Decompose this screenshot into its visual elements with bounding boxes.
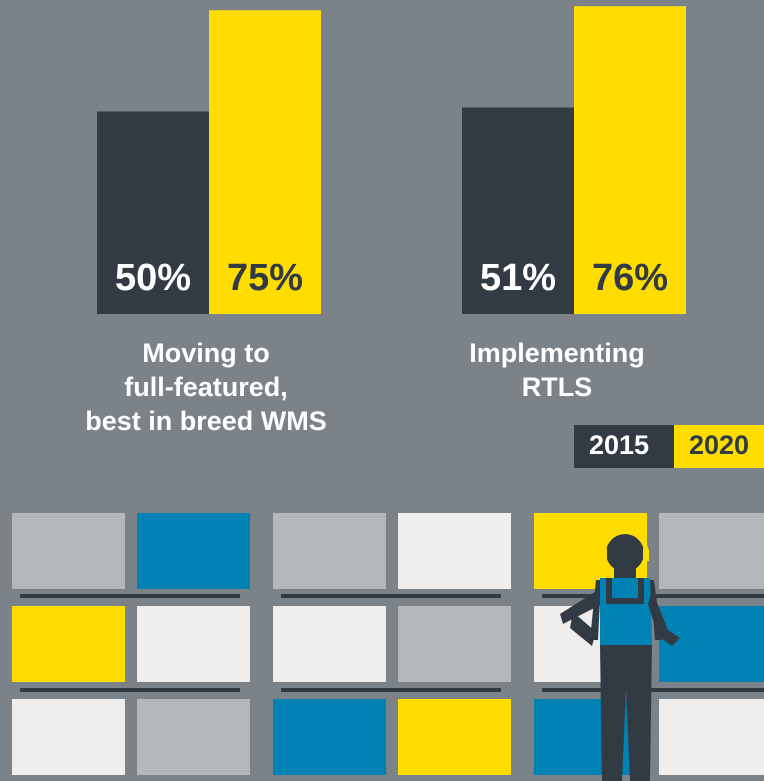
legend-swatch (674, 425, 764, 468)
category-label: Moving to full-featured, best in breed W… (85, 338, 327, 436)
bar (574, 6, 686, 314)
bar (462, 107, 574, 314)
legend-swatch (574, 425, 674, 468)
bar (209, 10, 321, 314)
value-label: 76% (592, 257, 668, 299)
value-label: 51% (480, 257, 556, 299)
shelves (12, 513, 764, 775)
worker (560, 529, 680, 781)
value-label: 50% (115, 257, 191, 299)
category-label: Implementing RTLS (469, 338, 645, 402)
legend-label: 2015 (589, 430, 649, 460)
value-label: 75% (227, 257, 303, 299)
legend-label: 2020 (689, 430, 749, 460)
bar (97, 111, 209, 314)
